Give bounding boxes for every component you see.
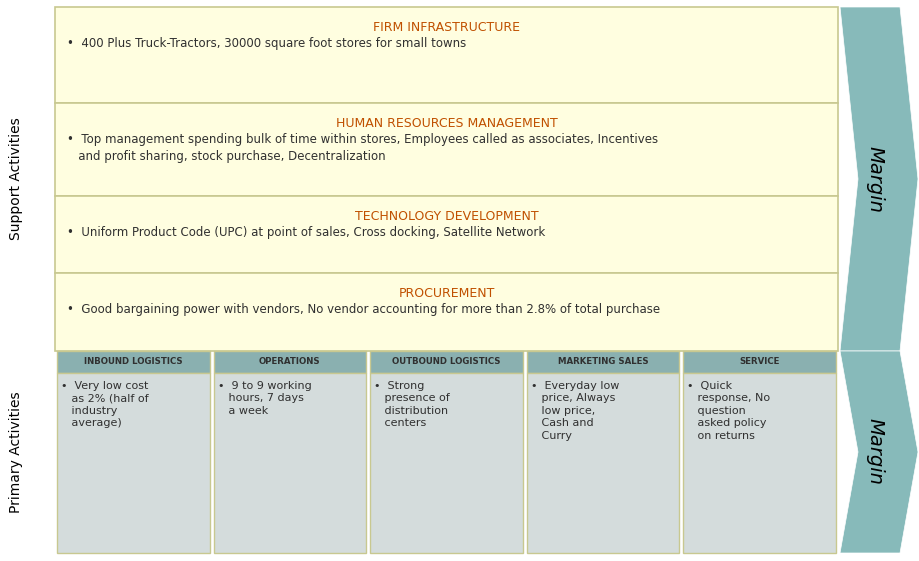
Text: HUMAN RESOURCES MANAGEMENT: HUMAN RESOURCES MANAGEMENT — [335, 117, 557, 130]
Text: •  400 Plus Truck-Tractors, 30000 square foot stores for small towns: • 400 Plus Truck-Tractors, 30000 square … — [67, 37, 466, 50]
FancyBboxPatch shape — [683, 373, 835, 553]
FancyBboxPatch shape — [55, 273, 837, 351]
Text: PROCUREMENT: PROCUREMENT — [398, 287, 494, 300]
FancyBboxPatch shape — [527, 351, 678, 373]
Text: TECHNOLOGY DEVELOPMENT: TECHNOLOGY DEVELOPMENT — [355, 210, 538, 223]
Text: OUTBOUND LOGISTICS: OUTBOUND LOGISTICS — [391, 357, 500, 366]
Text: MARKETING SALES: MARKETING SALES — [557, 357, 648, 366]
Text: •  Strong
   presence of
   distribution
   centers: • Strong presence of distribution center… — [374, 381, 449, 428]
Text: INBOUND LOGISTICS: INBOUND LOGISTICS — [84, 357, 182, 366]
Text: •  Uniform Product Code (UPC) at point of sales, Cross docking, Satellite Networ: • Uniform Product Code (UPC) at point of… — [67, 227, 545, 240]
FancyBboxPatch shape — [57, 373, 210, 553]
Text: Margin: Margin — [865, 145, 883, 213]
Text: •  Quick
   response, No
   question
   asked policy
   on returns: • Quick response, No question asked poli… — [686, 381, 770, 440]
FancyBboxPatch shape — [213, 351, 366, 373]
Text: SERVICE: SERVICE — [739, 357, 779, 366]
Text: Primary Activities: Primary Activities — [9, 391, 23, 513]
FancyBboxPatch shape — [369, 351, 522, 373]
Text: Margin: Margin — [865, 419, 883, 485]
Text: OPERATIONS: OPERATIONS — [259, 357, 321, 366]
Text: •  Everyday low
   price, Always
   low price,
   Cash and
   Curry: • Everyday low price, Always low price, … — [530, 381, 618, 440]
FancyBboxPatch shape — [55, 196, 837, 273]
FancyBboxPatch shape — [683, 351, 835, 373]
Text: •  Good bargaining power with vendors, No vendor accounting for more than 2.8% o: • Good bargaining power with vendors, No… — [67, 303, 660, 316]
FancyBboxPatch shape — [527, 373, 678, 553]
Text: FIRM INFRASTRUCTURE: FIRM INFRASTRUCTURE — [372, 21, 519, 34]
Text: Support Activities: Support Activities — [9, 118, 23, 240]
FancyBboxPatch shape — [55, 103, 837, 196]
FancyBboxPatch shape — [55, 7, 837, 103]
Polygon shape — [839, 351, 917, 553]
FancyBboxPatch shape — [57, 351, 210, 373]
Text: •  Top management spending bulk of time within stores, Employees called as assoc: • Top management spending bulk of time w… — [67, 132, 657, 163]
Polygon shape — [839, 7, 917, 351]
FancyBboxPatch shape — [213, 373, 366, 553]
FancyBboxPatch shape — [369, 373, 522, 553]
Text: •  9 to 9 working
   hours, 7 days
   a week: • 9 to 9 working hours, 7 days a week — [218, 381, 311, 416]
Text: •  Very low cost
   as 2% (half of
   industry
   average): • Very low cost as 2% (half of industry … — [61, 381, 149, 428]
